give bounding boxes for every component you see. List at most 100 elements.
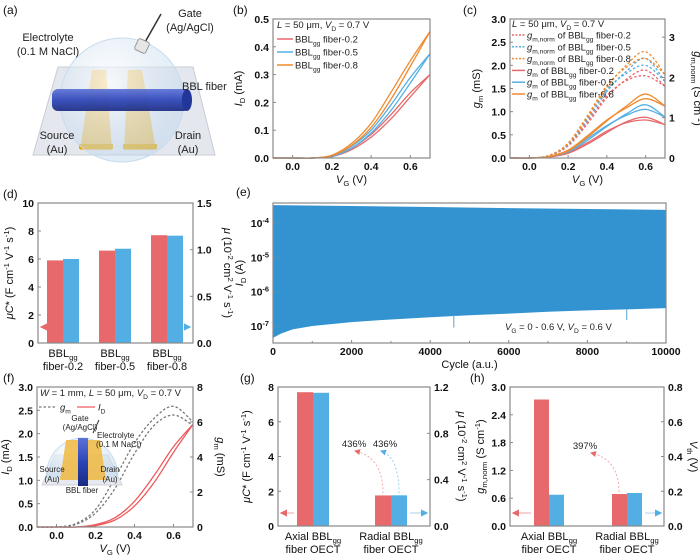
y-tick-label-d: 6 xyxy=(28,254,34,266)
series-line-c-0-sweep-1 xyxy=(509,74,666,159)
y-tick-label-c: 2.5 xyxy=(491,37,506,49)
electrolyte-label: Electrolyte xyxy=(22,32,73,44)
y-axis-title-c: gm (mS) xyxy=(471,69,485,108)
panel-e: (e) 0 2000 4000 6000 8000 10000 10-7 10-6 10-5 10-… xyxy=(234,185,681,371)
category-label-line2-h-1: fiber OECT xyxy=(599,544,654,556)
x-tick-label-c: 0.6 xyxy=(638,161,653,173)
series-line-c-0-sweep-0 xyxy=(509,69,666,159)
y-right-tick-label-d: 1.0 xyxy=(197,245,212,257)
category-label-line2-g-1: fiber OECT xyxy=(363,544,418,556)
panel-d: (d)BBLggfiber-0.2BBLggfiber-0.5BBLggfibe… xyxy=(2,187,235,373)
legend-label-c-3: gm of BBLgg fiber-0.2 xyxy=(527,66,614,79)
inset-fiber-label: BBL fiber xyxy=(66,486,99,495)
series-line-c-5-sweep-0 xyxy=(509,93,666,159)
y-right-tick-label-c: 1 xyxy=(669,113,675,125)
y-tick-label-c: 3.0 xyxy=(491,14,506,26)
category-label-d-1: BBLgg xyxy=(100,348,129,362)
x-axis-title-f: VG (V) xyxy=(99,543,130,557)
x-tick-label-e: 2000 xyxy=(340,346,364,358)
series-line-c-5-sweep-1 xyxy=(509,98,666,159)
inset-gate-material-label: (Ag/AgCl) xyxy=(63,423,98,432)
y-tick-label-b: 0.2 xyxy=(254,97,269,109)
category-label-line2-d-0: fiber-0.2 xyxy=(43,361,83,373)
x-tick-label-e: 4000 xyxy=(419,346,443,358)
y-tick-label-c: 0.0 xyxy=(491,153,506,165)
panel-label-g: (g) xyxy=(240,371,255,385)
y-right-tick-label-g: 0.8 xyxy=(434,428,449,440)
increase-label-red: 397% xyxy=(573,441,598,452)
category-label-g-0: Axial BBLgg xyxy=(285,531,341,545)
y-tick-label-f: 0.5 xyxy=(18,499,33,511)
y-tick-label-g: 0 xyxy=(268,521,274,533)
y-tick-label-e: 10-6 xyxy=(251,285,269,299)
panel-label-d: (d) xyxy=(3,187,18,201)
y-right-tick-label-d: 0.5 xyxy=(197,291,212,303)
legend-label-c-1: gm,norm of BBLgg fiber-0.5 xyxy=(527,42,631,55)
bbl-fiber xyxy=(52,89,190,111)
bar-h-1-left xyxy=(612,494,627,526)
inset-electrolyte-label: Electrolyte xyxy=(97,431,135,440)
y-right-axis-title-d: μ (10-2 cm2 V-1 s-1) xyxy=(221,227,235,318)
increase-arrow-red xyxy=(590,451,620,493)
y-tick-label-g: 2 xyxy=(268,486,274,498)
inset-drain-label: Drain xyxy=(100,465,119,474)
y-tick-label-f: 1.5 xyxy=(18,452,33,464)
inset-gate-label: Gate xyxy=(71,414,89,423)
legend-label-c-4: gm of BBLgg fiber-0.5 xyxy=(527,78,614,91)
bar-d-0-right xyxy=(63,259,79,343)
category-label-h-1: Radial BBLgg xyxy=(595,531,659,545)
bar-d-2-right xyxy=(167,235,183,343)
panel-label-h: (h) xyxy=(470,371,485,385)
y-tick-label-h: 0.0 xyxy=(491,521,506,533)
bar-d-0-left xyxy=(47,260,63,343)
inset-electrolyte-concentration-label: (0.1 M NaCl) xyxy=(96,440,142,449)
category-label-d-0: BBLgg xyxy=(48,348,77,362)
x-tick-label-e: 8000 xyxy=(576,346,600,358)
x-tick-label-b: 0.2 xyxy=(325,161,340,173)
y-right-tick-label-h: 0.2 xyxy=(668,486,683,498)
y-right-tick-label-h: 0.4 xyxy=(668,452,683,464)
panel-label-a: (a) xyxy=(3,3,18,17)
x-tick-label-f: 0.4 xyxy=(127,530,142,542)
legend-label-b-0: BBLgg fiber-0.2 xyxy=(295,35,358,48)
y-tick-label-h: 0.6 xyxy=(491,493,506,505)
panel-f-inset: Gate (Ag/AgCl) Electrolyte (0.1 M NaCl) … xyxy=(39,414,141,495)
y-right-tick-label-c: 3 xyxy=(669,32,675,44)
y-right-tick-label-g: 1.2 xyxy=(434,382,449,394)
category-label-d-2: BBLgg xyxy=(152,348,181,362)
x-tick-label-b: 0.0 xyxy=(285,161,300,173)
y-right-tick-label-h: 0.6 xyxy=(668,417,683,429)
y-axis-title-d: μC* (F cm-1 V-1 s-1) xyxy=(2,227,16,321)
fiber-label: BBL fiber xyxy=(182,81,227,93)
source-label: Source xyxy=(40,130,75,142)
x-tick-label-f: 0.2 xyxy=(88,530,103,542)
y-tick-label-d: 0 xyxy=(28,338,34,350)
y-tick-label-d: 4 xyxy=(28,282,34,294)
gate-wire xyxy=(143,13,162,45)
y-tick-label-f: 3.0 xyxy=(18,382,33,394)
x-tick-label-f: 0.0 xyxy=(49,530,64,542)
y-tick-label-g: 8 xyxy=(268,382,274,394)
increase-label-red: 436% xyxy=(342,439,367,450)
y-right-axis-title-c: gm,norm (S cm-1) xyxy=(689,51,700,125)
x-tick-label-b: 0.4 xyxy=(364,161,379,173)
y-tick-label-b: 0.5 xyxy=(254,14,269,26)
x-tick-label-e: 10000 xyxy=(651,346,680,358)
increase-arrow-blue xyxy=(380,449,400,494)
x-tick-label-c: 0.0 xyxy=(522,161,537,173)
y-right-tick-label-f: 8 xyxy=(197,382,203,394)
legend-label-b-1: BBLgg fiber-0.5 xyxy=(295,48,358,61)
category-label-line2-g-0: fiber OECT xyxy=(285,544,340,556)
x-axis-title-e: Cycle (a.u.) xyxy=(441,359,497,371)
y-axis-title-h: gm,norm (S cm-1) xyxy=(473,419,489,493)
category-label-line2-d-1: fiber-0.5 xyxy=(95,361,135,373)
x-axis-title-b: VG (V) xyxy=(336,174,367,188)
y-right-tick-label-c: 2 xyxy=(669,72,675,84)
plot-frame-b xyxy=(272,18,431,159)
y-axis-title-e: ID (A) xyxy=(234,260,248,286)
bar-h-0-right xyxy=(549,494,564,526)
inset-drain-material-label: (Au) xyxy=(102,475,117,484)
y-tick-label-h: 3.0 xyxy=(491,382,506,394)
y-right-tick-label-d: 1.5 xyxy=(197,198,212,210)
